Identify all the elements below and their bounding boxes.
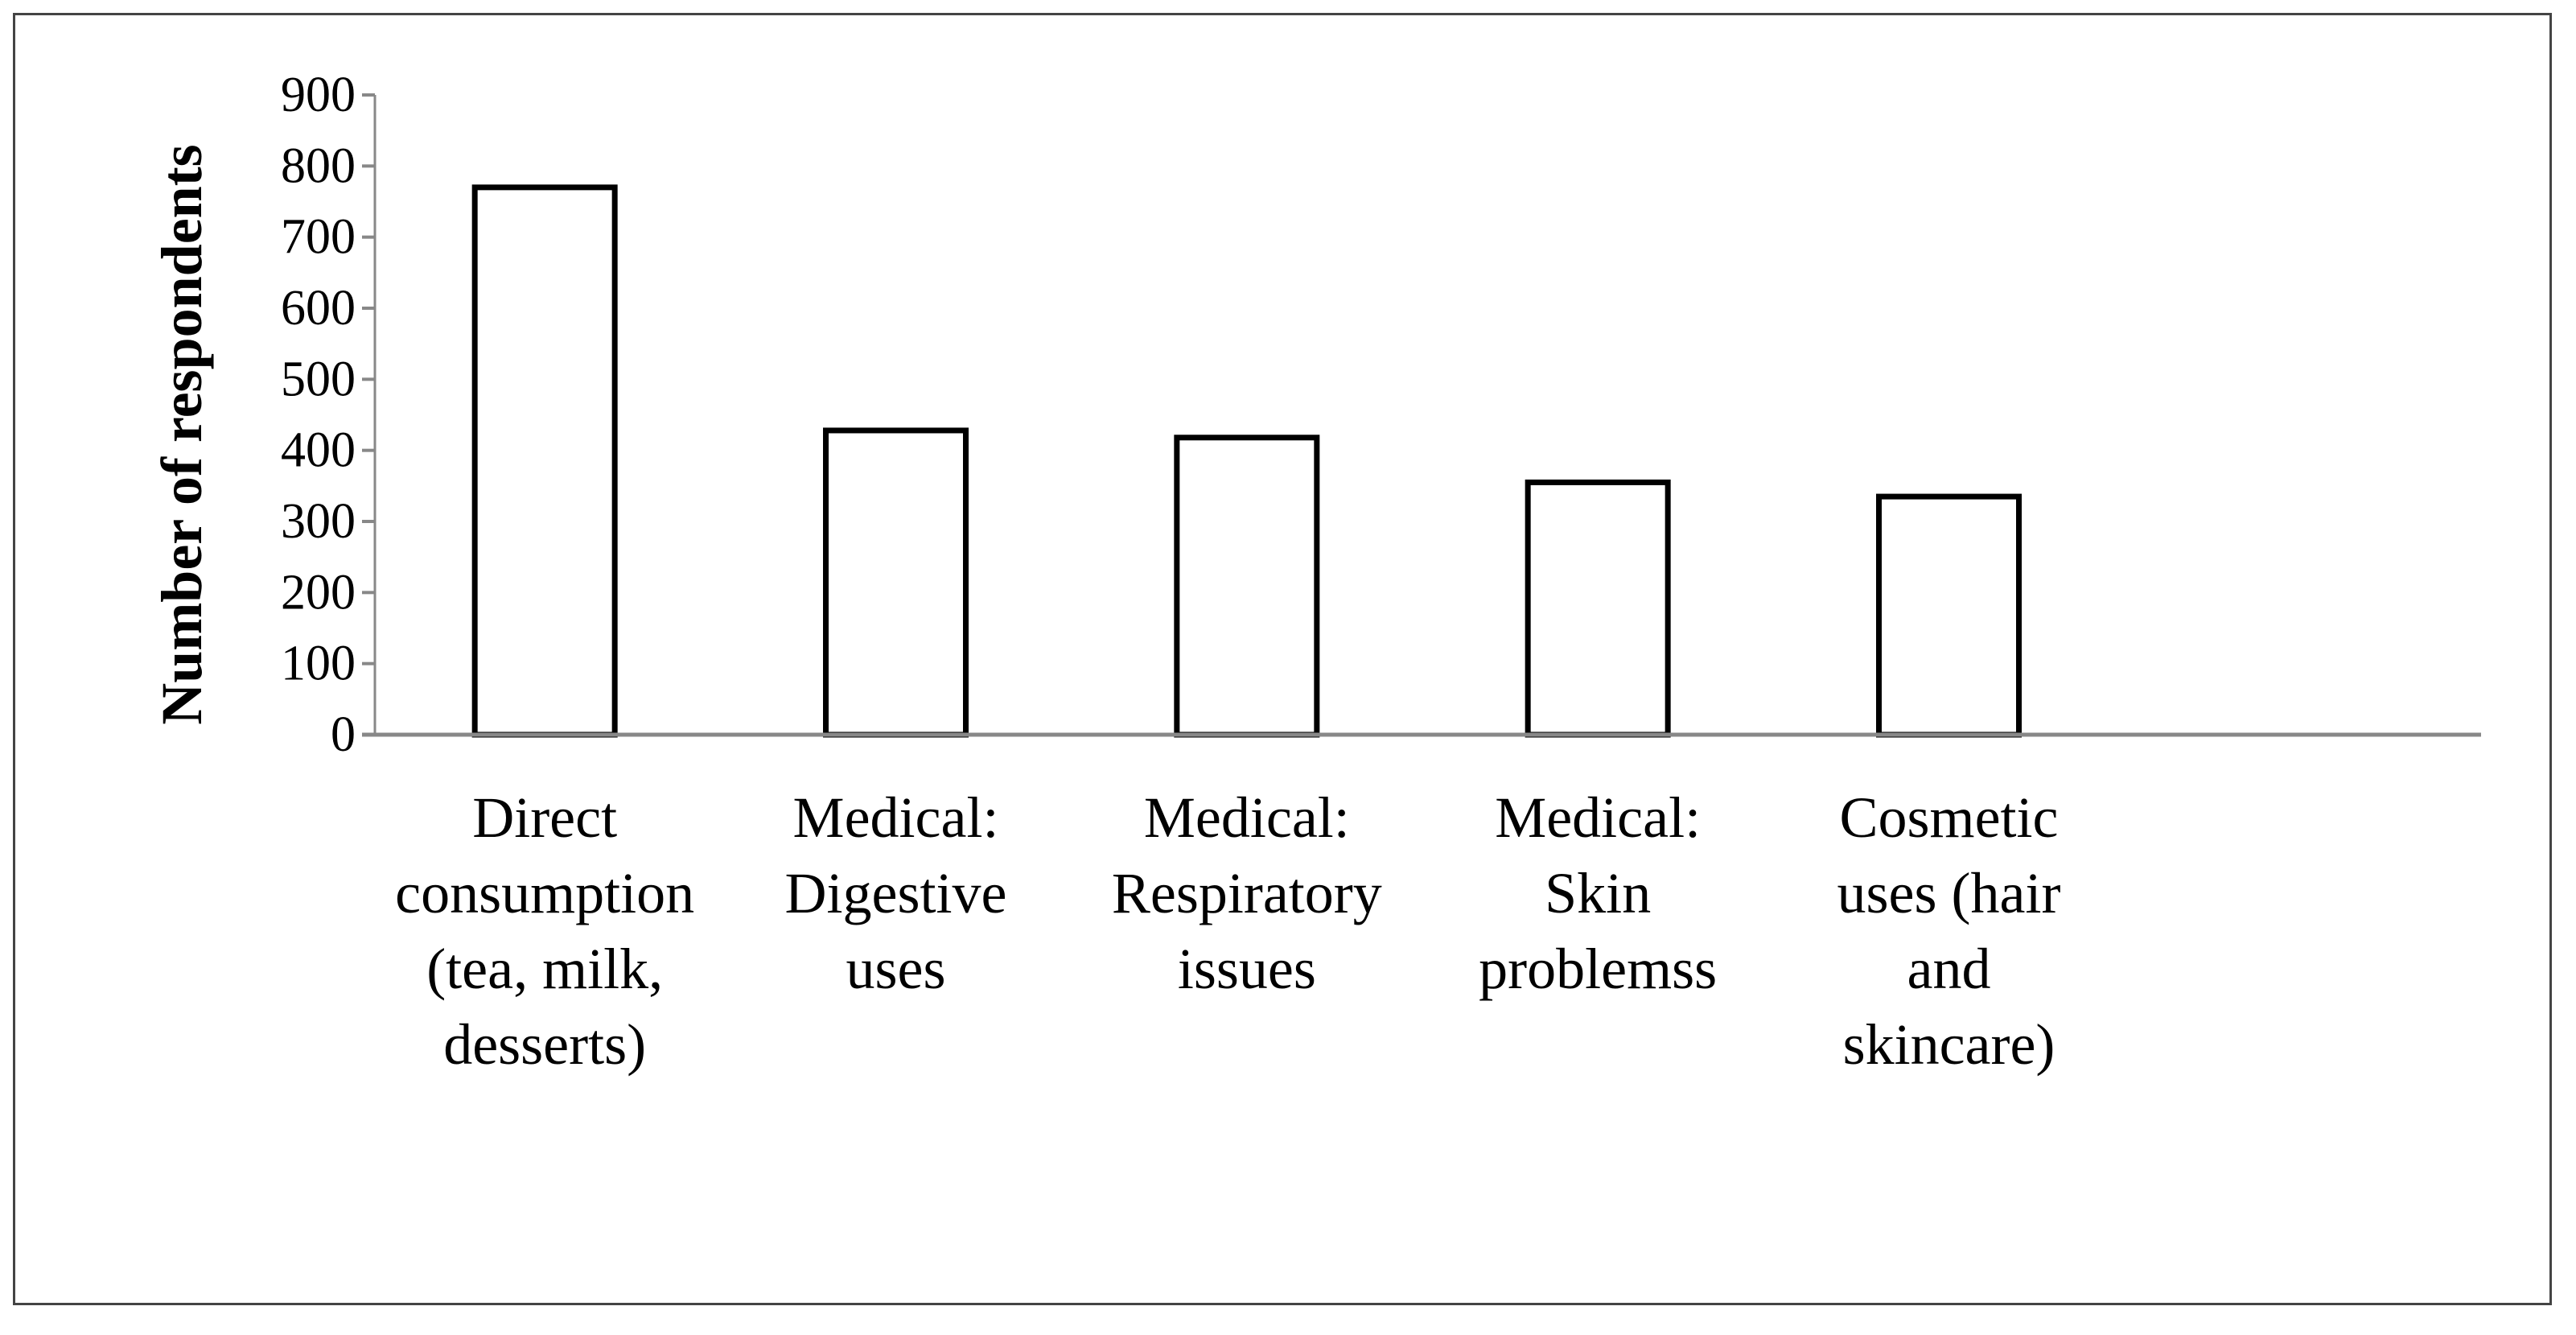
y-tick-label: 400	[281, 423, 356, 478]
y-tick-label: 100	[281, 637, 356, 691]
y-tick-label: 800	[281, 138, 356, 193]
y-axis-title: Number of respondents	[150, 144, 214, 724]
bar	[1174, 435, 1320, 738]
x-category-label: Direct consumption (tea, milk, desserts)	[395, 785, 694, 1077]
x-category-label: Medical: Skin problemss	[1479, 785, 1717, 1001]
bar	[471, 184, 618, 738]
y-tick-label: 900	[281, 68, 356, 122]
bar	[1525, 479, 1671, 738]
x-category-label: Cosmetic uses (hair and skincare)	[1837, 785, 2061, 1077]
y-tick-label: 600	[281, 281, 356, 336]
y-tick-label: 0	[331, 707, 356, 762]
x-category-label: Medical: Digestive uses	[785, 785, 1007, 1001]
bar	[1876, 493, 2022, 738]
y-tick-label: 200	[281, 565, 356, 620]
x-category-label: Medical: Respiratory issues	[1112, 785, 1382, 1001]
y-tick-label: 700	[281, 210, 356, 265]
bar	[823, 427, 969, 738]
y-tick-label: 300	[281, 494, 356, 549]
y-tick-label: 500	[281, 352, 356, 406]
chart-frame	[13, 13, 2552, 1305]
